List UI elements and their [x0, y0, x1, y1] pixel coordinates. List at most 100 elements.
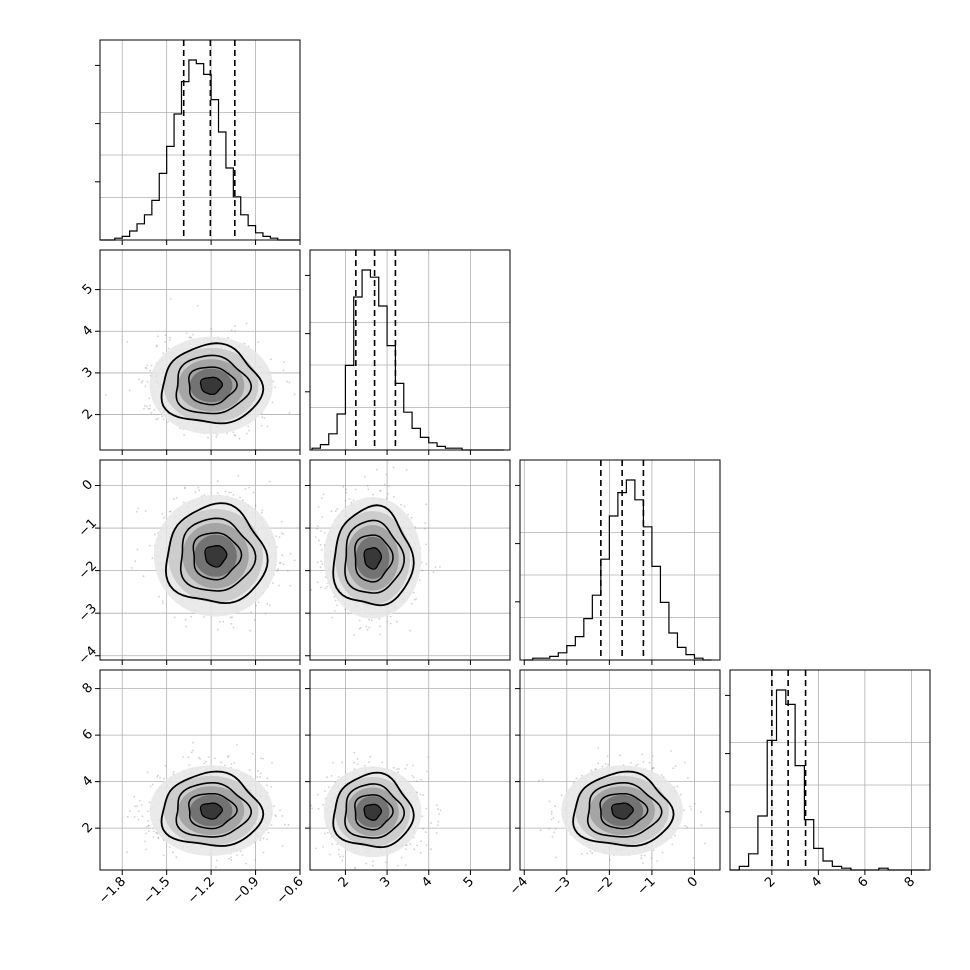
sample-point — [288, 381, 291, 384]
sample-point — [155, 344, 158, 347]
sample-point — [161, 513, 163, 515]
sample-point — [183, 501, 185, 504]
sample-point — [190, 615, 193, 618]
sample-point — [145, 405, 148, 408]
sample-point — [334, 599, 337, 602]
sample-point — [161, 415, 163, 418]
sample-point — [321, 563, 324, 565]
sample-point — [272, 380, 275, 383]
sample-point — [162, 602, 164, 605]
sample-point — [276, 569, 278, 572]
sample-point — [251, 752, 254, 755]
histogram-steps — [524, 479, 712, 661]
sample-point — [144, 840, 147, 843]
sample-point — [232, 626, 235, 629]
joint-panel-1-3 — [95, 459, 301, 661]
sample-point — [133, 816, 136, 818]
sample-point — [135, 510, 138, 513]
sample-point — [187, 756, 190, 759]
sample-point — [342, 485, 345, 488]
sample-point — [379, 633, 382, 636]
sample-point — [319, 543, 322, 546]
sample-point — [280, 520, 283, 523]
sample-point — [425, 563, 428, 565]
sample-point — [316, 527, 318, 530]
sample-point — [216, 492, 219, 495]
sample-point — [348, 498, 351, 500]
sample-point — [228, 491, 231, 494]
sample-point — [144, 510, 147, 512]
sample-point — [189, 336, 191, 339]
sample-point — [159, 776, 161, 779]
sample-point — [197, 304, 199, 307]
sample-point — [289, 584, 292, 587]
sample-point — [432, 571, 435, 574]
sample-point — [366, 629, 369, 631]
sample-point — [252, 491, 255, 494]
sample-point — [274, 386, 276, 389]
sample-point — [410, 602, 413, 605]
sample-point — [153, 409, 156, 411]
sample-point — [238, 437, 241, 440]
sample-point — [133, 795, 136, 798]
sample-point — [385, 473, 388, 476]
sample-point — [248, 486, 251, 489]
sample-point — [316, 561, 319, 564]
sample-point — [368, 618, 370, 621]
sample-point — [230, 623, 233, 625]
sample-point — [269, 358, 272, 361]
sample-point — [412, 591, 415, 594]
sample-point — [220, 761, 223, 764]
sample-point — [230, 856, 232, 859]
sample-point — [148, 407, 151, 410]
sample-point — [261, 509, 264, 512]
sample-point — [345, 491, 348, 494]
sample-point — [192, 333, 195, 336]
sample-point — [142, 575, 145, 578]
sample-point — [423, 527, 426, 530]
sample-point — [345, 488, 347, 491]
sample-point — [146, 364, 149, 367]
sample-point — [410, 516, 413, 519]
sample-point — [379, 625, 381, 628]
sample-point — [254, 504, 257, 507]
sample-point — [151, 783, 154, 786]
sample-point — [344, 499, 347, 502]
sample-point — [425, 503, 428, 506]
sample-point — [264, 612, 267, 615]
sample-point — [260, 424, 263, 427]
sample-point — [278, 584, 280, 587]
sample-point — [145, 367, 148, 370]
sample-point — [280, 532, 283, 535]
sample-point — [222, 620, 225, 623]
sample-point — [403, 505, 406, 508]
sample-point — [104, 394, 107, 396]
sample-point — [336, 508, 339, 511]
sample-point — [162, 418, 165, 421]
sample-point — [289, 552, 292, 555]
panel-frame — [519, 459, 721, 661]
sample-point — [227, 336, 230, 339]
sample-point — [386, 620, 389, 623]
sample-point — [137, 507, 140, 510]
sample-point — [250, 611, 252, 614]
sample-point — [281, 554, 284, 557]
sample-point — [383, 483, 386, 486]
sample-point — [245, 322, 248, 325]
sample-point — [261, 416, 264, 419]
sample-point — [439, 565, 441, 568]
sample-point — [364, 475, 366, 478]
sample-point — [145, 848, 148, 851]
sample-point — [219, 620, 221, 623]
sample-point — [365, 625, 368, 628]
sample-point — [157, 335, 159, 338]
sample-point — [392, 466, 395, 469]
sample-point — [134, 560, 137, 563]
sample-point — [331, 616, 334, 619]
sample-point — [156, 775, 159, 778]
sample-point — [245, 862, 248, 865]
sample-point — [413, 598, 416, 601]
sample-point — [140, 381, 143, 384]
sample-point — [262, 837, 265, 840]
sample-point — [387, 485, 390, 488]
